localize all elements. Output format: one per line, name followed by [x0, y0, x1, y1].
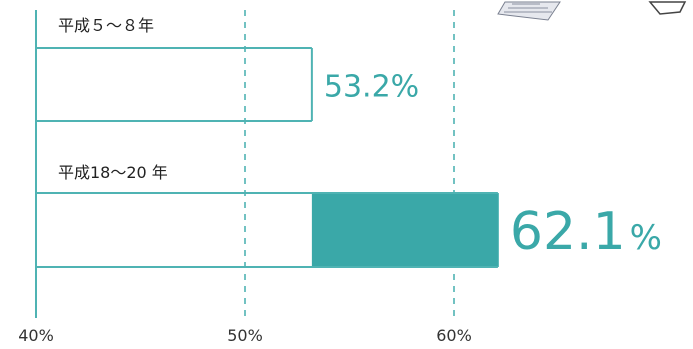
decorative-illustration — [497, 1, 687, 21]
value-label: 62.1% — [510, 202, 662, 262]
category-label: 平成５～８年 — [58, 16, 154, 35]
chart-value-labels: 53.2% 62.1% — [324, 70, 662, 263]
chart-grid — [244, 10, 455, 318]
category-label: 平成18～20 年 — [58, 163, 168, 182]
value-label: 53.2% — [324, 70, 419, 105]
chart-bars — [36, 47, 499, 268]
x-tick-label: 50% — [227, 326, 263, 345]
chart-x-ticks: 40% 50% 60% — [18, 326, 472, 345]
x-tick-label: 60% — [436, 326, 472, 345]
x-tick-label: 40% — [18, 326, 54, 345]
bar-increase-segment — [311, 194, 498, 266]
